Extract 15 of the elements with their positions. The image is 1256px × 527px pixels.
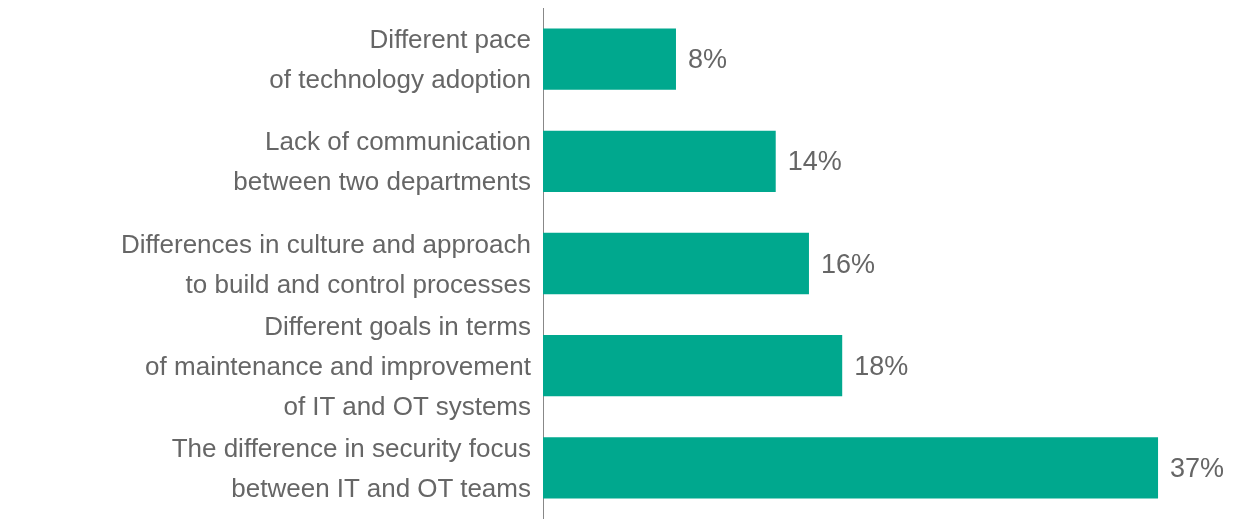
y-tick-label: Differences in culture and approach to build and control processes — [121, 228, 531, 299]
y-tick-label: Different goals in terms of maintenance and improvement of IT and OT systems — [145, 310, 532, 421]
bar — [543, 28, 676, 90]
bar — [543, 437, 1159, 499]
y-tick-label: Lack of communication between two departments — [233, 126, 531, 197]
data-label: 18% — [854, 350, 909, 381]
data-label: 37% — [1170, 452, 1225, 483]
data-label: 16% — [820, 248, 876, 279]
data-label: 14% — [787, 146, 842, 177]
bar — [543, 130, 776, 192]
bar — [543, 335, 843, 397]
y-tick-label: Different pace of technology adoption — [269, 24, 531, 95]
y-tick-label: The difference in security focus between IT and OT teams — [171, 432, 531, 503]
data-label: 8% — [687, 44, 728, 75]
bar — [543, 232, 809, 295]
